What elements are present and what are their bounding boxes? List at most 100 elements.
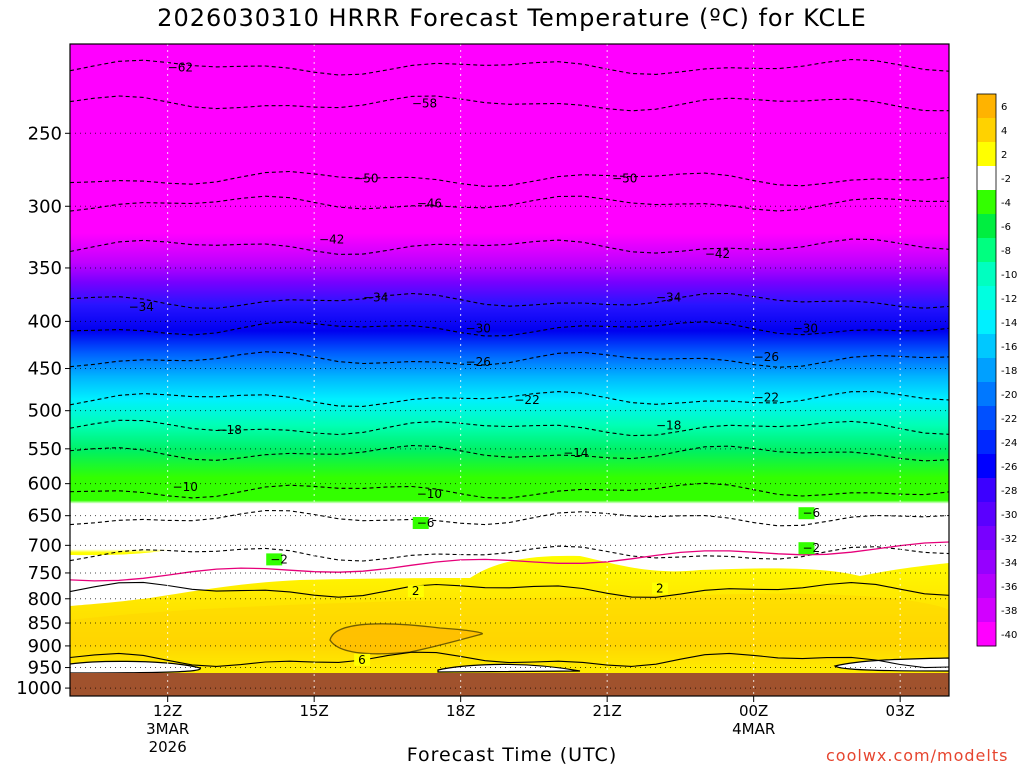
isotherm-line [70,321,949,337]
colorbar-label: -14 [1001,318,1017,329]
freezing-band [70,526,949,606]
y-tick-label: 300 [28,196,62,217]
isotherm-label: −22 [514,393,539,407]
y-tick-label: 850 [28,613,62,634]
colorbar-label: -32 [1001,534,1017,545]
chart-title: 2026030310 HRRR Forecast Temperature (ºC… [157,4,867,32]
y-tick-label: 1000 [16,678,62,699]
y-tick-label: 500 [28,401,62,422]
isotherm-label: −46 [417,197,442,211]
y-tick-label: 400 [28,311,62,332]
y-axis: 2503003504004505005506006507007508008509… [16,123,70,699]
white-patch-mid [437,663,581,673]
isotherm-label-bg [407,585,424,598]
isotherm-label: −34 [129,300,154,314]
isotherm-label: −10 [417,487,442,501]
colorbar-swatch [977,454,996,479]
isotherm-label: −18 [656,419,681,433]
isotherm-label: −30 [466,321,491,335]
colorbar-swatch [977,334,996,359]
isotherm-label-bg [354,653,371,666]
isotherm-label: −58 [412,96,437,110]
colorbar-swatch [977,382,996,407]
isotherm-line [70,545,949,562]
isotherm-label-bg [412,517,429,530]
credit-link[interactable]: coolwx.com/modelts [826,746,1009,765]
isotherm-label: −10 [173,480,198,494]
colorbar-swatch [977,550,996,575]
freezing-line [70,541,949,582]
colorbar-swatch [977,310,996,335]
colorbar-label: -26 [1001,462,1017,473]
y-tick-label: 900 [28,636,62,657]
isotherm-line [70,391,949,407]
isotherm-label: −34 [656,291,681,305]
colorbar-swatch [977,262,996,287]
isotherm-line [70,482,949,499]
y-tick-label: 750 [28,563,62,584]
colorbar-swatch [977,142,996,167]
warm-patch-lower [70,593,949,680]
isotherm-label: −62 [168,60,193,74]
colorbar-label: 2 [1001,150,1007,161]
isotherm-line [70,170,949,187]
isotherm-labels: −62−58−50 −50−46−42−42−34−34 −34−30 −30−26−… [129,60,821,667]
colorbar-swatch [977,574,996,599]
x-tick-label: 12Z [153,702,182,720]
y-tick-label: 800 [28,589,62,610]
colorbar-label: -18 [1001,366,1017,377]
colorbar-label: -38 [1001,606,1017,617]
y-tick-label: 950 [28,658,62,679]
colorbar-swatch [977,214,996,239]
isotherm-label: −26 [754,350,779,364]
y-tick-label: 600 [28,474,62,495]
colorbar-swatch [977,118,996,143]
isotherm-label: −14 [563,446,588,460]
x-tick-label: 03Z [885,702,914,720]
x-axis-label: Forecast Time (UTC) [406,744,618,766]
colorbar-label: -40 [1001,630,1017,641]
isotherm-label: −22 [754,391,779,405]
colorbar-label: -8 [1001,246,1011,257]
colorbar-swatch [977,622,996,647]
colorbar-label: -12 [1001,294,1017,305]
y-tick-label: 250 [28,123,62,144]
ground-surface [70,673,949,696]
colorbar-swatch [977,598,996,623]
y-tick-label: 450 [28,359,62,380]
colorbar-label: -28 [1001,486,1017,497]
colorbar-swatch [977,406,996,431]
isotherm-line [70,238,949,255]
colorbar-label: -22 [1001,414,1017,425]
isotherm-label-bg [652,582,668,595]
x-tick-label: 4MAR [732,720,775,738]
colorbar-swatch [977,238,996,263]
colorbar-label: -20 [1001,390,1017,401]
colorbar-label: -24 [1001,438,1017,449]
isotherm-label-bg [266,553,283,566]
colorbar-frame [976,93,997,647]
colorbar-swatch [977,286,996,311]
isotherm-label-bg [798,542,815,555]
isotherm-label: 2 [656,582,664,596]
colorbar: 6 4 2 -2 -4 -6 -8 -10 -12 -14 -16 -18 -20 -22 -24 -26 -2… [976,93,1017,647]
isotherm-label-bg [798,507,815,520]
colorbar-swatch [977,502,996,527]
colorbar-swatch [977,94,996,119]
isotherm-line [70,581,949,598]
isotherm-label: −2 [803,541,821,555]
colorbar-swatch [977,358,996,383]
isotherm-line [70,195,949,212]
x-tick-label: 21Z [592,702,621,720]
isotherm-label: −6 [803,506,821,520]
x-tick-label: 3MAR [146,720,189,738]
colorbar-swatch [977,190,996,215]
isotherm-label: −42 [319,233,344,247]
colorbar-swatch [977,430,996,455]
isotherm-line [70,292,949,309]
plot-frame [69,43,950,697]
isotherm-line [70,509,949,527]
isotherm-line [70,58,949,76]
